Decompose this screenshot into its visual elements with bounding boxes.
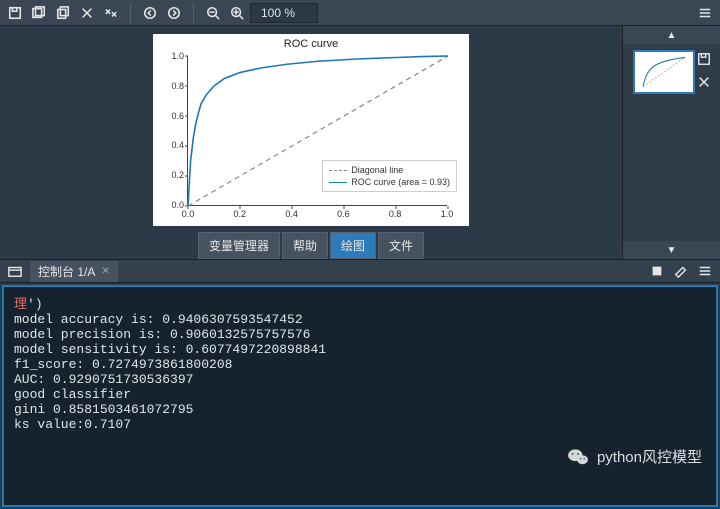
- ytick-label: 0.4: [164, 140, 184, 150]
- scroll-down-button[interactable]: ▼: [623, 241, 720, 259]
- close-all-icon[interactable]: [100, 2, 122, 24]
- console-tab-label: 控制台 1/A: [38, 263, 95, 280]
- under-tabs: 变量管理器 帮助 绘图 文件: [198, 232, 424, 259]
- save-icon[interactable]: [4, 2, 26, 24]
- thumbnail-save-icon[interactable]: [697, 52, 711, 69]
- watermark: python风控模型: [567, 446, 702, 467]
- xtick-label: 0.8: [389, 209, 402, 219]
- close-icon[interactable]: [76, 2, 98, 24]
- console-line: good classifier: [14, 387, 131, 402]
- plot-title: ROC curve: [153, 38, 469, 50]
- console-output[interactable]: 理') model accuracy is: 0.940630759354745…: [2, 285, 718, 507]
- xtick-label: 0.2: [234, 209, 247, 219]
- console-menu-icon[interactable]: [696, 262, 714, 280]
- top-toolbar: 100 %: [0, 0, 720, 26]
- main-area: ROC curve 0.0 0.2 0.4 0.6 0.8 1.0 0.0 0.…: [0, 26, 720, 259]
- console-header: 控制台 1/A ✕: [0, 259, 720, 283]
- console-stop-icon[interactable]: [648, 262, 666, 280]
- watermark-text: python风控模型: [597, 446, 702, 467]
- toolbar-separator: [193, 3, 194, 23]
- forward-icon[interactable]: [163, 2, 185, 24]
- xtick-label: 0.6: [337, 209, 350, 219]
- copy-icon[interactable]: [52, 2, 74, 24]
- zoom-field[interactable]: 100 %: [250, 3, 318, 23]
- console-line: model sensitivity is: 0.6077497220898841: [14, 342, 326, 357]
- console-line: '): [27, 297, 43, 312]
- xtick-label: 0.0: [182, 209, 195, 219]
- roc-plot: ROC curve 0.0 0.2 0.4 0.6 0.8 1.0 0.0 0.…: [153, 34, 469, 226]
- console-line: gini 0.8581503461072795: [14, 402, 193, 417]
- console-line: AUC: 0.9290751730536397: [14, 372, 193, 387]
- tab-variable-explorer[interactable]: 变量管理器: [198, 232, 280, 259]
- save-all-icon[interactable]: [28, 2, 50, 24]
- thumbnail-strip: [623, 44, 720, 241]
- console-tab[interactable]: 控制台 1/A ✕: [30, 261, 118, 282]
- ytick-label: 1.0: [164, 51, 184, 61]
- plot-pane: ROC curve 0.0 0.2 0.4 0.6 0.8 1.0 0.0 0.…: [0, 26, 622, 259]
- console-tab-close-icon[interactable]: ✕: [101, 266, 109, 277]
- thumbnail-close-icon[interactable]: [697, 75, 711, 92]
- plot-thumbnail[interactable]: [633, 50, 695, 94]
- ytick-label: 0.6: [164, 111, 184, 121]
- back-icon[interactable]: [139, 2, 161, 24]
- tab-files[interactable]: 文件: [378, 232, 424, 259]
- ytick-label: 0.2: [164, 170, 184, 180]
- tab-plots[interactable]: 绘图: [330, 232, 376, 259]
- console-line: ks value:0.7107: [14, 417, 131, 432]
- ytick-label: 0.8: [164, 81, 184, 91]
- hamburger-icon[interactable]: [694, 2, 716, 24]
- zoom-out-icon[interactable]: [202, 2, 224, 24]
- scroll-up-button[interactable]: ▲: [623, 26, 720, 44]
- plot-legend: Diagonal line ROC curve (area = 0.93): [322, 160, 457, 192]
- zoom-in-icon[interactable]: [226, 2, 248, 24]
- xtick-label: 0.4: [285, 209, 298, 219]
- thumbnail-panel: ▲ ▼: [622, 26, 720, 259]
- tab-help[interactable]: 帮助: [282, 232, 328, 259]
- console-line: 理: [14, 297, 27, 312]
- console-list-icon[interactable]: [6, 262, 24, 280]
- legend-item: ROC curve (area = 0.93): [329, 176, 450, 188]
- xtick-label: 1.0: [441, 209, 454, 219]
- toolbar-separator: [130, 3, 131, 23]
- wechat-icon: [567, 448, 589, 466]
- console-line: f1_score: 0.7274973861800208: [14, 357, 232, 372]
- console-clear-icon[interactable]: [672, 262, 690, 280]
- legend-item: Diagonal line: [329, 164, 450, 176]
- console-line: model accuracy is: 0.9406307593547452: [14, 312, 303, 327]
- console-line: model precision is: 0.9060132575757576: [14, 327, 310, 342]
